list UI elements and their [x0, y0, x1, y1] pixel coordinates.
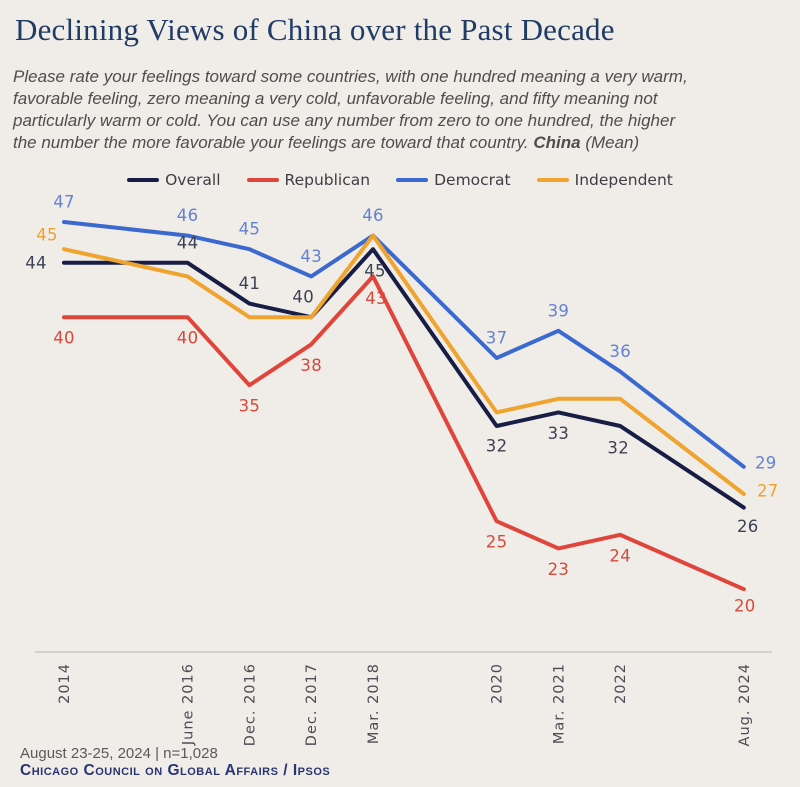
data-label-democrat: 43 [300, 247, 322, 266]
x-axis-label: Aug. 2024 [737, 663, 753, 746]
legend-swatch-republican [246, 177, 279, 183]
legend-label: Democrat [434, 171, 511, 189]
survey-question-line: favorable feeling, zero meaning a very c… [13, 89, 658, 108]
data-label-republican: 40 [177, 329, 199, 348]
source-attribution: Chicago Council on Global Affairs / Ipso… [20, 762, 331, 779]
x-axis-label: Mar. 2021 [551, 663, 567, 744]
data-label-republican: 25 [486, 533, 508, 552]
x-axis-label: Mar. 2018 [366, 663, 382, 744]
series-line-overall [62, 247, 746, 510]
data-label-republican: 38 [300, 356, 322, 375]
survey-country-name: China [533, 133, 581, 152]
data-label-republican: 43 [365, 289, 387, 308]
data-label-democrat: 36 [609, 342, 631, 361]
data-label-republican: 40 [53, 329, 75, 348]
series-line-independent [62, 233, 746, 496]
legend-swatch-overall [127, 177, 160, 183]
legend-item-independent: Independent [536, 171, 673, 189]
data-label-independent: 45 [36, 226, 58, 245]
survey-question-line: the number the more favorable your feeli… [13, 132, 791, 154]
legend-swatch-democrat [396, 177, 429, 183]
data-label-democrat: 46 [177, 206, 199, 225]
legend-label: Republican [284, 171, 371, 189]
data-label-independent: 27 [757, 482, 779, 501]
survey-question-line: particularly warm or cold. You can use a… [13, 111, 676, 130]
legend-item-democrat: Democrat [396, 171, 511, 189]
data-label-republican: 35 [239, 397, 261, 416]
data-label-democrat: 39 [548, 301, 570, 320]
data-label-republican: 23 [548, 560, 570, 579]
data-label-overall: 33 [548, 424, 570, 443]
legend-item-republican: Republican [246, 171, 371, 189]
series-line-democrat [62, 220, 746, 469]
data-label-overall: 26 [737, 517, 759, 536]
data-label-overall: 32 [607, 439, 629, 458]
survey-question-line: Please rate your feelings toward some co… [13, 67, 688, 86]
x-axis-label: Dec. 2016 [242, 663, 258, 746]
data-label-overall: 45 [364, 262, 386, 281]
survey-question-text: (Mean) [580, 133, 640, 152]
survey-question-text: the number the more favorable your feeli… [13, 133, 534, 152]
data-label-overall: 41 [239, 274, 261, 293]
legend-swatch-independent [536, 177, 569, 183]
x-axis-label: 2020 [490, 663, 506, 704]
data-label-republican: 20 [734, 597, 756, 616]
survey-question: Please rate your feelings toward some co… [13, 66, 791, 154]
x-axis-label: 2022 [613, 663, 629, 704]
legend-item-overall: Overall [127, 171, 221, 189]
data-label-democrat: 45 [239, 220, 261, 239]
legend-label: Independent [574, 171, 673, 189]
fieldwork-note: August 23-25, 2024 | n=1,028 [20, 745, 218, 762]
data-label-democrat: 46 [362, 206, 384, 225]
data-label-overall: 44 [177, 233, 199, 252]
x-axis-label: 2014 [57, 663, 73, 704]
data-label-democrat: 47 [53, 193, 75, 212]
x-axis-label: June 2016 [181, 663, 197, 746]
x-axis-label: Dec. 2017 [304, 663, 320, 746]
data-label-overall: 40 [292, 288, 314, 307]
data-label-republican: 24 [609, 546, 631, 565]
data-label-overall: 44 [25, 253, 47, 272]
data-label-democrat: 29 [755, 453, 777, 472]
legend: Overall Republican Democrat Independent [0, 168, 800, 192]
chart-title: Declining Views of China over the Past D… [15, 12, 615, 47]
data-label-overall: 32 [486, 437, 508, 456]
legend-label: Overall [165, 171, 221, 189]
series-line-republican [62, 274, 746, 592]
data-label-democrat: 37 [486, 329, 508, 348]
